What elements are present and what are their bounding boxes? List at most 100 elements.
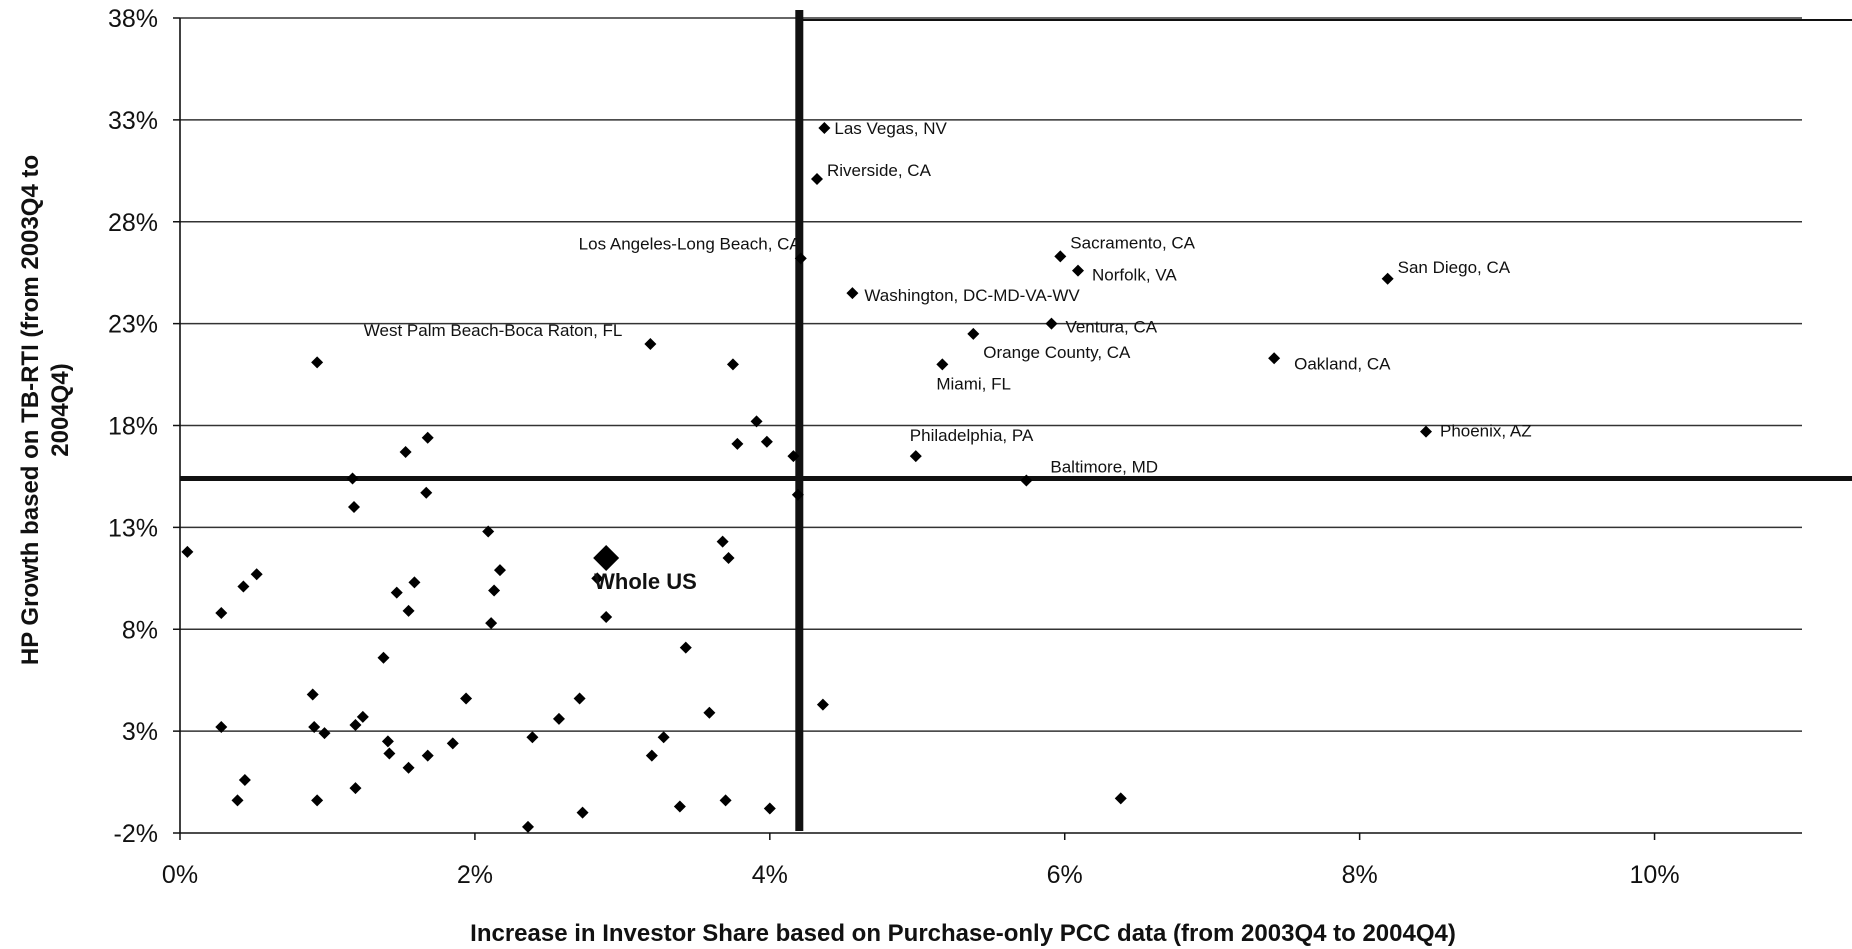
data-point — [390, 586, 403, 599]
data-point — [645, 749, 658, 762]
data-point — [576, 806, 589, 819]
data-point — [420, 486, 433, 499]
y-axis-title-line-1: HP Growth based on TB-RTI (from 2003Q4 t… — [17, 155, 44, 665]
data-point — [1054, 250, 1067, 263]
y-tick-label: 33% — [108, 107, 158, 135]
data-point — [493, 564, 506, 577]
y-tick-label: 38% — [108, 5, 158, 33]
x-tick-label: 10% — [1630, 861, 1680, 889]
data-point — [377, 651, 390, 664]
point-label: Riverside, CA — [827, 161, 932, 180]
data-point — [250, 568, 263, 581]
data-point — [1419, 425, 1432, 438]
point-labels: Las Vegas, NV Riverside, CA Los Angeles-Lo… — [364, 119, 1532, 594]
y-axis-title: HP Growth based on TB-RTI (from 2003Q4 t… — [17, 155, 74, 665]
data-point — [231, 794, 244, 807]
data-point — [573, 692, 586, 705]
y-tick-label: 18% — [108, 413, 158, 441]
data-point — [349, 719, 362, 732]
data-point — [356, 710, 369, 723]
data-point — [526, 731, 539, 744]
data-point — [657, 731, 670, 744]
point-label: San Diego, CA — [1398, 258, 1511, 277]
highlight-quadrant — [180, 10, 1852, 831]
data-point — [318, 727, 331, 740]
data-point — [591, 572, 604, 585]
data-points — [181, 122, 1432, 833]
data-point — [1071, 264, 1084, 277]
data-point — [521, 820, 534, 833]
tick-labels: -2% 3% 8% 13% 18% 23% 28% 33% 38% 0% 2% 4% 6% 8% 10% — [108, 5, 1680, 889]
data-point — [936, 358, 949, 371]
x-tick-label: 4% — [752, 861, 788, 889]
data-point — [237, 580, 250, 593]
data-point — [215, 721, 228, 734]
data-point — [1020, 474, 1033, 487]
point-label: Sacramento, CA — [1070, 233, 1195, 252]
x-tick-label: 8% — [1342, 861, 1378, 889]
data-point — [408, 576, 421, 589]
data-point — [552, 712, 565, 725]
x-tick-label: 2% — [457, 861, 493, 889]
data-point — [722, 551, 735, 564]
y-tick-label: 8% — [122, 616, 158, 644]
data-point — [238, 774, 251, 787]
data-point — [673, 800, 686, 813]
data-point — [719, 794, 732, 807]
data-point — [1268, 352, 1281, 365]
data-point — [731, 437, 744, 450]
data-point — [909, 450, 922, 463]
data-point — [760, 435, 773, 448]
x-tick-label: 0% — [162, 861, 198, 889]
data-point — [215, 606, 228, 619]
data-point — [818, 122, 831, 135]
data-point — [1381, 272, 1394, 285]
data-point — [482, 525, 495, 538]
data-point — [383, 747, 396, 760]
data-point — [346, 472, 359, 485]
data-point — [402, 604, 415, 617]
data-point — [763, 802, 776, 815]
data-point — [181, 545, 194, 558]
point-label: Oakland, CA — [1294, 354, 1391, 373]
data-point — [402, 761, 415, 774]
data-point — [311, 794, 324, 807]
y-tick-label: 23% — [108, 311, 158, 339]
data-point — [644, 338, 657, 350]
data-point — [703, 706, 716, 719]
gridlines — [180, 17, 1802, 732]
data-point — [488, 584, 501, 597]
data-point — [347, 501, 360, 513]
x-axis-title: Increase in Investor Share based on Purc… — [470, 920, 1456, 947]
whole-us-label: Whole US — [594, 569, 697, 594]
y-tick-label: 28% — [108, 209, 158, 237]
data-point-whole-us — [593, 544, 620, 571]
data-point — [716, 535, 729, 548]
data-point — [308, 721, 321, 734]
y-axis-title-line-2: 2004Q4) — [47, 363, 74, 456]
point-label: Las Vegas, NV — [834, 119, 947, 138]
data-point — [600, 611, 613, 624]
highlight-box — [798, 19, 1852, 480]
point-label: West Palm Beach-Boca Raton, FL — [364, 321, 623, 340]
data-point — [460, 692, 473, 705]
data-point — [399, 445, 412, 458]
point-label: Norfolk, VA — [1092, 266, 1177, 285]
point-label: Los Angeles-Long Beach, CA — [579, 234, 802, 253]
point-label: Phoenix, AZ — [1440, 422, 1532, 441]
point-label: Miami, FL — [936, 374, 1011, 393]
y-tick-label: 13% — [108, 514, 158, 542]
data-point — [791, 488, 804, 501]
x-tick-label: 6% — [1047, 861, 1083, 889]
point-label: Baltimore, MD — [1050, 458, 1158, 477]
point-label: Ventura, CA — [1065, 318, 1157, 337]
y-tick-label: 3% — [122, 718, 158, 746]
data-point — [306, 688, 319, 701]
axes — [173, 17, 1802, 840]
data-point — [794, 252, 807, 265]
data-point — [381, 735, 394, 748]
data-point — [1045, 317, 1058, 330]
y-tick-label: -2% — [114, 820, 158, 848]
data-point — [1114, 792, 1127, 805]
